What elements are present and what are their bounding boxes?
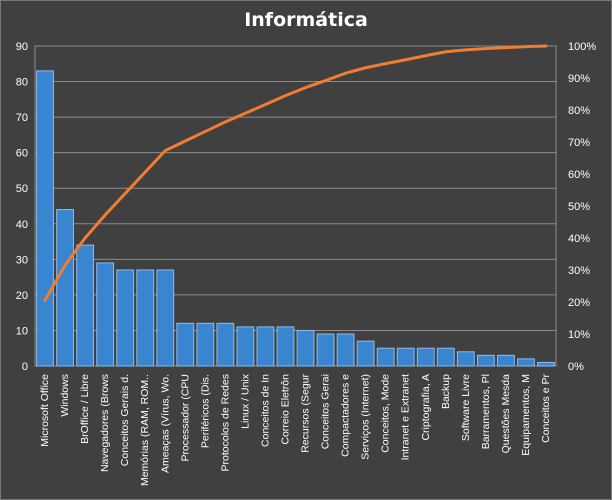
left-tick-label: 0	[22, 361, 28, 373]
right-tick-label: 40%	[568, 233, 590, 245]
left-tick-label: 80	[16, 77, 28, 89]
bar	[476, 354, 495, 367]
left-tick-label: 40	[16, 219, 28, 231]
bar	[216, 322, 235, 367]
left-y-axis: 0 10 20 30 40 50 60 70 80 90	[16, 41, 28, 373]
left-tick-label: 90	[16, 41, 28, 53]
chart-title: Informática	[244, 9, 368, 31]
bar	[36, 70, 54, 367]
left-tick-label: 30	[16, 254, 28, 266]
bar	[176, 322, 195, 367]
category-label: Intranet e Extranet	[400, 374, 412, 460]
category-label: Windows	[59, 374, 71, 417]
bar	[356, 340, 375, 367]
category-label: Equipamentos, M	[520, 374, 532, 456]
right-tick-label: 60%	[568, 169, 590, 181]
category-label: Conceitos de In	[259, 374, 271, 447]
bar	[376, 347, 395, 367]
category-label: Conceitos Gerais d.	[119, 374, 131, 466]
bar	[436, 347, 455, 367]
category-label: BrOffice / Libre	[79, 374, 91, 444]
bar	[296, 329, 315, 367]
left-tick-label: 70	[16, 112, 28, 124]
left-tick-label: 60	[16, 148, 28, 160]
category-label: Backup	[440, 374, 452, 409]
right-tick-label: 20%	[568, 297, 590, 309]
bar	[517, 358, 535, 367]
right-tick-label: 100%	[568, 41, 596, 53]
category-label: Ameaças (Vírus, Wo.	[159, 374, 171, 473]
bar	[96, 262, 115, 367]
category-label: Conceitos e Pr	[540, 374, 552, 443]
right-tick-label: 30%	[568, 265, 590, 277]
bar	[256, 326, 275, 367]
category-label: Linux / Unix	[239, 373, 251, 429]
bar	[136, 269, 155, 367]
category-label: Correio Eletrôn	[279, 374, 291, 445]
cumulative-line	[43, 44, 548, 302]
category-label: Barramentos, Pl	[480, 374, 492, 449]
right-tick-label: 70%	[568, 137, 590, 149]
x-axis-categories: Microsoft Office Windows BrOffice / Libre N…	[39, 373, 552, 486]
left-tick-label: 20	[16, 290, 28, 302]
bar	[276, 326, 295, 367]
right-tick-label: 50%	[568, 201, 590, 213]
left-tick-label: 10	[16, 325, 28, 337]
left-tick-label: 50	[16, 183, 28, 195]
right-tick-label: 0%	[568, 361, 584, 373]
bar	[156, 269, 175, 367]
category-label: Software Livre	[460, 374, 472, 441]
bar	[336, 333, 355, 367]
cumulative-line-series	[43, 44, 548, 302]
right-tick-label: 10%	[568, 329, 590, 341]
bar	[56, 209, 74, 367]
category-label: Periféricos (Dis.	[199, 374, 211, 448]
bar	[396, 347, 415, 367]
category-label: Protocolos de Redes	[219, 374, 231, 471]
right-tick-label: 80%	[568, 105, 590, 117]
category-label: Navegadores (Brows	[99, 374, 111, 472]
category-label: Processador (CPU	[179, 374, 191, 462]
bar	[76, 244, 95, 367]
bar	[236, 326, 255, 367]
bar	[316, 333, 335, 367]
bar	[196, 322, 215, 367]
bar	[537, 361, 555, 367]
right-tick-label: 90%	[568, 73, 590, 85]
category-label: Recursos (Segur	[300, 373, 312, 452]
category-label: Conceitos, Mode	[380, 374, 392, 453]
right-y-axis: 0% 10% 20% 30% 40% 50% 60% 70% 80% 90% 100%	[568, 41, 596, 373]
bar	[416, 347, 435, 367]
category-label: Compactadores e	[340, 374, 352, 457]
category-label: Conceitos Gerai	[320, 374, 332, 449]
category-label: Memórias (RAM, ROM..	[139, 374, 151, 486]
bar	[496, 354, 515, 367]
category-label: Microsoft Office	[39, 374, 51, 447]
category-label: Questões Mesda	[500, 374, 512, 454]
bar	[116, 269, 135, 367]
category-label: Serviços (Internet)	[360, 374, 372, 460]
bar	[456, 351, 475, 367]
category-label: Criptografia, A	[420, 374, 432, 441]
